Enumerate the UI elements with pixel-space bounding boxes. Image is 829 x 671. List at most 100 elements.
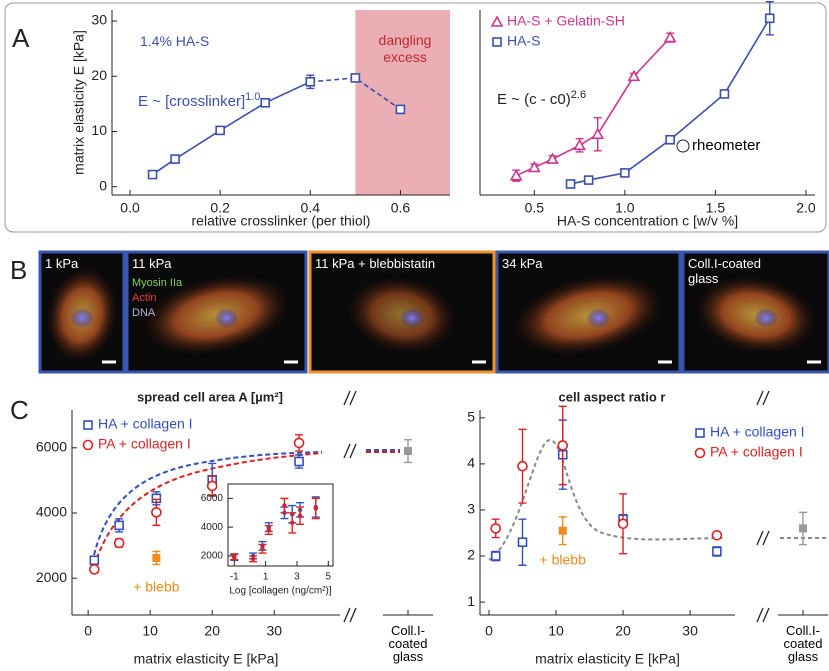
marker: [297, 513, 303, 518]
x-tick-label: -1: [230, 572, 239, 583]
chart-title: cell aspect ratio r: [559, 389, 666, 404]
y-tick-label: 6000: [201, 493, 224, 504]
y-tick-label: 20: [91, 67, 107, 83]
legend-entry: HA-S + Gelatin-SH: [507, 13, 625, 29]
annotation: rheometer: [692, 137, 761, 154]
panel-frame: [4, 2, 827, 233]
marker: [617, 518, 629, 530]
shaded-region: [355, 10, 450, 195]
y-tick-label: 1: [467, 593, 475, 609]
micrograph-label: 1 kPa: [45, 256, 79, 271]
marker: [627, 69, 641, 82]
chart-title: spread cell area A [µm²]: [137, 389, 283, 404]
y-tick-label: 2000: [201, 551, 224, 562]
marker: [294, 456, 304, 467]
legend-marker: [82, 439, 94, 451]
x-tick-label: 10: [548, 623, 564, 639]
marker: [151, 507, 162, 518]
legend-marker: [83, 420, 93, 430]
annotation: dangling excess: [378, 32, 432, 65]
x-tick-label: 5: [326, 572, 332, 583]
legend-marker: [490, 15, 504, 27]
marker: [215, 125, 225, 136]
y-tick-label: 3: [467, 501, 475, 517]
marker: [509, 169, 523, 181]
x-tick-label: 0.2: [210, 200, 230, 216]
marker: [711, 530, 723, 541]
marker: [313, 506, 318, 511]
x-tick-label: Coll.I-coated glass: [783, 623, 823, 664]
marker: [583, 175, 594, 185]
nucleus: [401, 309, 423, 327]
x-tick-label: 30: [682, 623, 698, 639]
panel-label: B: [10, 255, 27, 285]
x-tick-label: Coll.I-coated glass: [388, 623, 428, 664]
marker: [620, 168, 630, 178]
annotation: + blebb: [133, 579, 180, 595]
micrograph-label: Coll.I-coated glass: [688, 256, 761, 286]
legend-marker: [492, 37, 502, 47]
x-tick-label: 0.5: [525, 200, 545, 216]
x-tick-label: 0.0: [120, 200, 140, 216]
y-tick-label: 6000: [36, 439, 67, 455]
x-tick-label: 2.0: [796, 200, 816, 216]
marker: [546, 152, 559, 164]
series-line: [310, 77, 401, 111]
rheometer-marker: [676, 139, 690, 153]
marker: [527, 160, 541, 173]
series-line: [570, 17, 771, 185]
marker: [565, 179, 576, 189]
marker: [232, 554, 237, 559]
channel-label: Actin: [132, 292, 157, 304]
marker: [517, 537, 528, 548]
marker: [114, 520, 124, 531]
nucleus: [755, 309, 777, 327]
marker: [663, 30, 677, 43]
legend-entry: HA + collagen I: [98, 416, 193, 432]
formula: E ~ [crosslinker]1.0: [138, 91, 261, 110]
marker: [152, 553, 161, 562]
y-tick-label: 30: [91, 12, 107, 28]
marker: [665, 134, 675, 145]
marker: [557, 440, 569, 451]
x-axis-label: HA-S concentration c [w/v %]: [557, 213, 738, 229]
micrograph-label: 11 kPa: [132, 256, 172, 271]
marker: [719, 89, 730, 99]
channel-label: Myosin IIa: [132, 277, 183, 289]
x-tick-label: 20: [615, 623, 631, 639]
marker: [266, 527, 271, 533]
x-axis-label: matrix elasticity E [kPa]: [134, 651, 279, 667]
marker: [113, 537, 125, 549]
legend-entry: PA + collagen I: [710, 444, 803, 460]
y-tick-label: 2: [467, 547, 475, 563]
formula-exponent: 2.6: [570, 89, 587, 101]
marker: [170, 154, 180, 164]
legend-marker: [695, 428, 705, 438]
y-axis-label: matrix elasticity E [kPa]: [71, 30, 87, 175]
marker: [282, 503, 287, 508]
x-tick-label: 30: [266, 623, 282, 639]
annotation: 1.4% HA-S: [140, 33, 210, 49]
marker: [206, 480, 218, 492]
x-axis-label: matrix elasticity E [kPa]: [535, 651, 680, 667]
y-tick-label: 0: [99, 177, 107, 193]
marker: [573, 138, 586, 151]
micrograph-label: 34 kPa: [502, 256, 543, 271]
y-tick-label: 2000: [36, 569, 67, 585]
formula-exponent: 1.0: [245, 91, 261, 103]
annotation: + blebb: [540, 551, 587, 567]
legend-entry: HA + collagen I: [710, 424, 805, 440]
marker: [764, 13, 775, 24]
marker: [404, 447, 412, 456]
marker: [350, 73, 361, 83]
marker: [712, 546, 722, 557]
x-tick-label: 1.5: [706, 200, 726, 216]
x-tick-label: 0.6: [391, 200, 411, 216]
y-tick-label: 4000: [36, 504, 67, 520]
marker: [260, 546, 265, 551]
marker: [250, 556, 256, 562]
panel-label: A: [12, 23, 30, 53]
x-tick-label: 1.0: [615, 200, 635, 216]
